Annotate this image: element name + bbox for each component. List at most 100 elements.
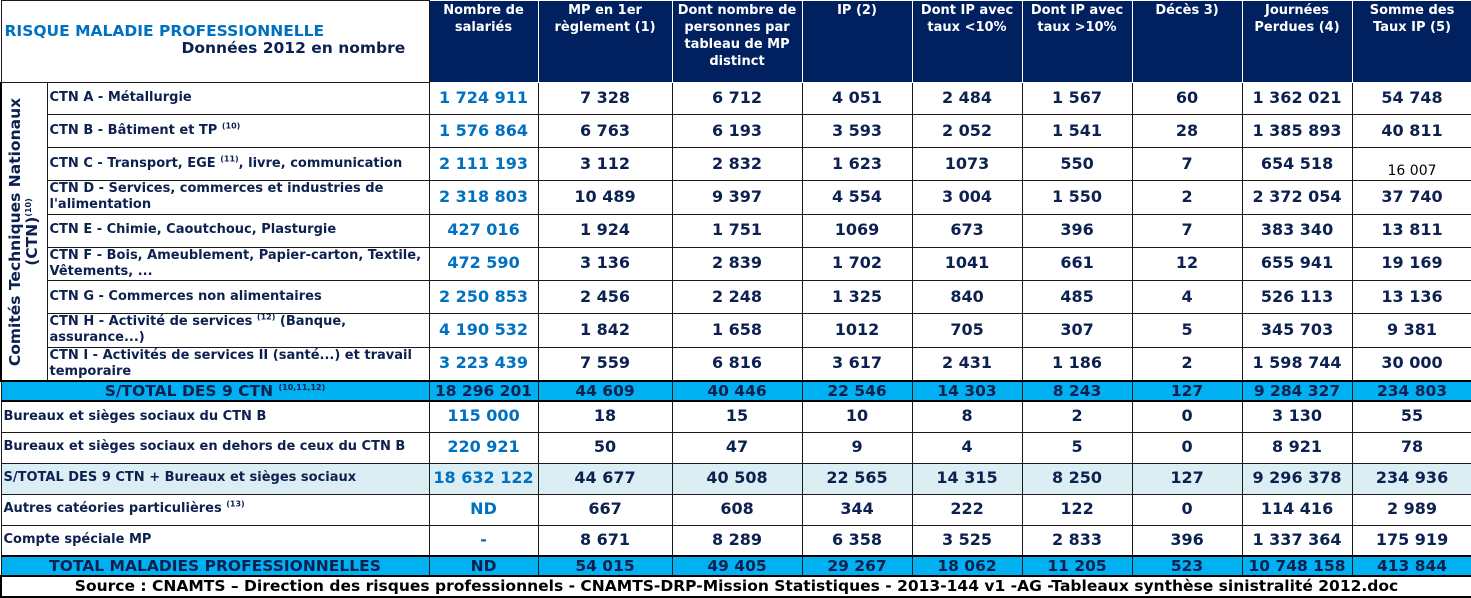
cell-ip-gt10: 1 541 [1021, 114, 1133, 148]
row-label: CTN A - Métallurgie [46, 82, 430, 115]
cell-deces: 7 [1131, 147, 1243, 181]
cell-taux: 2 989 [1351, 493, 1471, 526]
row-label: CTN F - Bois, Ameublement, Papier-carton… [46, 246, 430, 281]
cell-personnes: 15 [671, 400, 803, 433]
cell-mp: 2 456 [537, 280, 673, 314]
cell-mp: 50 [537, 431, 673, 464]
cell-deces: 28 [1131, 114, 1243, 148]
cell-ip-lt10: 14 315 [911, 462, 1023, 495]
cell-mp: 6 763 [537, 114, 673, 148]
cell-taux: 175 919 [1351, 524, 1471, 557]
cell-ip: 4 051 [801, 82, 913, 115]
side-label-line1: Comités Techniques Nationaux [6, 97, 25, 366]
cell-ip-gt10: 2 833 [1021, 524, 1133, 557]
row-label: CTN D - Services, commerces et industrie… [46, 180, 430, 215]
cell-ip: 344 [801, 493, 913, 526]
cell-journees: 526 113 [1241, 280, 1353, 314]
cell-personnes: 8 289 [671, 524, 803, 557]
cell-deces: 0 [1131, 431, 1243, 464]
cell-taux: 19 169 [1351, 246, 1471, 281]
cell-ip: 29 267 [801, 555, 913, 577]
cell-journees: 654 518 [1241, 147, 1353, 181]
title-sub: Données 2012 en nombre [181, 39, 406, 58]
cell-ip-gt10: 661 [1021, 246, 1133, 281]
cell-ip: 1 702 [801, 246, 913, 281]
cell-mp: 3 112 [537, 147, 673, 181]
cell-salaries: 3 223 439 [428, 346, 539, 382]
cell-mp: 10 489 [537, 180, 673, 215]
table-row: CTN G - Commerces non alimentaires 2 250… [1, 280, 1471, 314]
cell-journees: 8 921 [1241, 431, 1353, 464]
cell-ip-gt10: 396 [1021, 213, 1133, 248]
cell-journees: 1 598 744 [1241, 346, 1353, 382]
cell-journees: 3 130 [1241, 400, 1353, 433]
source-row: Source : CNAMTS – Direction des risques … [0, 575, 1471, 598]
table-row: CTN F - Bois, Ameublement, Papier-carton… [1, 246, 1471, 281]
cell-deces: 2 [1131, 346, 1243, 382]
cell-mp: 8 671 [537, 524, 673, 557]
cell-ip: 4 554 [801, 180, 913, 215]
cell-salaries: 472 590 [428, 246, 539, 281]
cell-ip-lt10: 14 303 [911, 380, 1023, 402]
column-header: MP en 1er règlement (1) [537, 0, 673, 83]
cell-personnes: 608 [671, 493, 803, 526]
cell-taux: 13 136 [1351, 280, 1471, 314]
cell-deces: 12 [1131, 246, 1243, 281]
cell-mp: 54 015 [537, 555, 673, 577]
cell-mp: 1 842 [537, 313, 673, 348]
column-header: Dont IP avec taux <10% [911, 0, 1023, 83]
cell-journees: 2 372 054 [1241, 180, 1353, 215]
cell-mp: 44 677 [537, 462, 673, 495]
row-label: CTN B - Bâtiment et TP (10) [46, 114, 430, 148]
cell-salaries: 427 016 [428, 213, 539, 248]
column-header: Somme des Taux IP (5) [1351, 0, 1471, 83]
cell-ip-lt10: 1073 [911, 147, 1023, 181]
table-row: Comités Techniques Nationaux (CTN)(10) C… [0, 82, 1471, 382]
table-row: CTN E - Chimie, Caoutchouc, Plasturgie 4… [1, 213, 1471, 248]
cell-ip-gt10: 550 [1021, 147, 1133, 181]
cell-ip-gt10: 8 243 [1021, 380, 1133, 402]
table-title: RISQUE MALADIE PROFESSIONNELLE Données 2… [0, 0, 430, 83]
cell-salaries: 220 921 [428, 431, 539, 464]
cell-mp: 1 924 [537, 213, 673, 248]
cell-journees: 1 385 893 [1241, 114, 1353, 148]
cell-ip: 1069 [801, 213, 913, 248]
cell-deces: 127 [1131, 380, 1243, 402]
cell-taux: 78 [1351, 431, 1471, 464]
column-header: Dont nombre de personnes par tableau de … [671, 0, 803, 83]
cell-journees: 1 362 021 [1241, 82, 1353, 115]
cell-ip-gt10: 8 250 [1021, 462, 1133, 495]
cell-ip-lt10: 2 484 [911, 82, 1023, 115]
title-main: RISQUE MALADIE PROFESSIONNELLE [4, 22, 325, 40]
cell-ip-gt10: 307 [1021, 313, 1133, 348]
cell-taux: 16 007 [1351, 147, 1471, 181]
cell-ip-gt10: 1 550 [1021, 180, 1133, 215]
side-label-line2: (CTN) [23, 216, 42, 266]
column-header: Dont IP avec taux >10% [1021, 0, 1133, 83]
column-header: Nombre de salariés [428, 0, 539, 83]
cell-salaries: 2 111 193 [428, 147, 539, 181]
cell-personnes: 9 397 [671, 180, 803, 215]
ctn-side-label: Comités Techniques Nationaux (CTN)(10) [0, 82, 48, 382]
cell-personnes: 2 839 [671, 246, 803, 281]
cell-mp: 7 328 [537, 82, 673, 115]
cell-salaries: - [428, 524, 539, 557]
cell-taux: 30 000 [1351, 346, 1471, 382]
subtotal-bureaux-label: S/TOTAL DES 9 CTN + Bureaux et sièges so… [0, 462, 430, 495]
subtotal-ctn-label: S/TOTAL DES 9 CTN (10,11,12) [0, 380, 430, 402]
table-row: Autres catéories particulières (13) ND 6… [0, 493, 1471, 526]
row-label: CTN C - Transport, EGE (11), livre, comm… [46, 147, 430, 181]
cell-personnes: 6 712 [671, 82, 803, 115]
cell-salaries: ND [428, 555, 539, 577]
cell-taux: 413 844 [1351, 555, 1471, 577]
cell-personnes: 1 751 [671, 213, 803, 248]
cell-deces: 523 [1131, 555, 1243, 577]
cell-ip-lt10: 4 [911, 431, 1023, 464]
table-row: CTN D - Services, commerces et industrie… [1, 180, 1471, 215]
cell-personnes: 6 193 [671, 114, 803, 148]
column-header: Journées Perdues (4) [1241, 0, 1353, 83]
cell-ip-gt10: 5 [1021, 431, 1133, 464]
row-label: CTN E - Chimie, Caoutchouc, Plasturgie [46, 213, 430, 248]
cell-taux: 55 [1351, 400, 1471, 433]
